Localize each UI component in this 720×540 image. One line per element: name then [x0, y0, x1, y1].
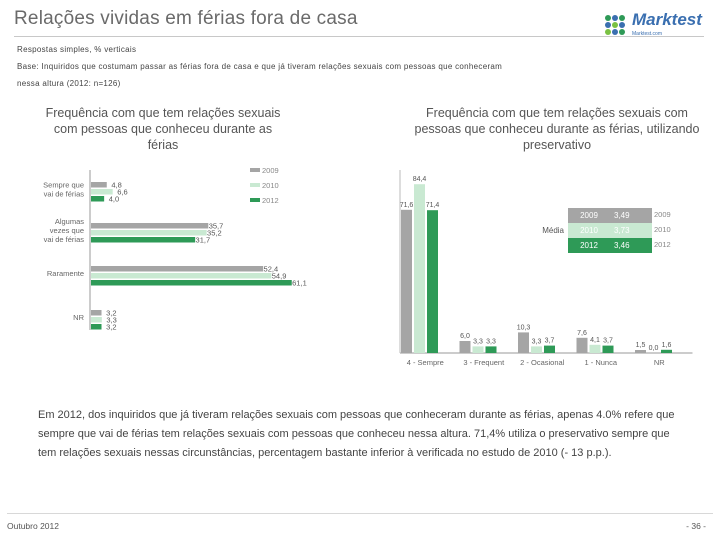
mean-table: Média 2009 3,49 2010 3,73 2012 3,46 [528, 208, 652, 253]
bar [661, 349, 672, 353]
bar-value-label: 3,3 [532, 338, 542, 345]
bar-value-label: 4,8 [111, 181, 121, 190]
marktest-logo: Marktest Marktest.com [604, 10, 704, 44]
bar-value-label: 54,9 [272, 272, 287, 281]
meta-base: Base: Inquiridos que costumam passar as … [17, 62, 503, 71]
mean-row: Média 2009 3,49 [528, 208, 652, 253]
mean-value: 3,73 [610, 223, 652, 238]
legend-label: 2012 [262, 196, 279, 205]
mean-year: 2010 [568, 223, 610, 238]
bar-value-label: 4,1 [590, 337, 600, 344]
legend-swatch [250, 183, 260, 187]
bar-value-label: 3,2 [106, 323, 116, 332]
footer-divider [7, 513, 713, 514]
logo-brand: Marktest [632, 10, 702, 29]
bar-value-label: 1,6 [662, 342, 672, 349]
category-label: NR [654, 358, 665, 367]
bar [91, 324, 102, 330]
mean-year: 2012 [568, 238, 610, 253]
category-label: Sempre que vai de férias [43, 181, 84, 199]
bar-value-label: 6,0 [460, 333, 470, 340]
bar [91, 230, 207, 236]
bar-value-label: 3,7 [545, 338, 555, 345]
bar-value-label: 71,4 [426, 202, 440, 209]
mean-label: Média [528, 208, 568, 253]
meta-responses: Respostas simples, % verticais [17, 45, 137, 54]
bar [91, 317, 102, 323]
category-label: Algumas vezes que vai de férias [44, 217, 85, 244]
category-label: 4 - Sempre [407, 358, 444, 367]
legend-swatch [250, 168, 260, 172]
bar [602, 345, 614, 353]
category-label: 3 - Frequent [463, 358, 505, 367]
category-label: Raramente [47, 269, 84, 278]
right-chart-title: Frequência com que tem relações sexuais … [414, 106, 700, 152]
bar [485, 346, 497, 353]
legend-swatch [250, 198, 260, 202]
left-chart-title: Frequência com que tem relações sexuais … [45, 106, 281, 152]
bar [91, 223, 209, 229]
bar-value-label: 71,6 [400, 202, 414, 209]
mean-row: 2012 3,46 [528, 238, 652, 253]
mean-year: 2009 [568, 208, 610, 223]
bar-value-label: 35,2 [207, 229, 222, 238]
mean-value: 3,46 [610, 238, 652, 253]
bar-value-label: 3,3 [486, 338, 496, 345]
bar [91, 273, 272, 279]
bar [544, 345, 555, 353]
bar-value-label: 61,1 [292, 279, 307, 288]
bar-value-label: 52,4 [264, 265, 279, 274]
footer-date: Outubro 2012 [7, 521, 59, 531]
bar [427, 210, 438, 353]
mean-value: 3,49 [610, 208, 652, 223]
bar-value-label: 84,4 [413, 176, 427, 183]
bar-value-label: 3,3 [473, 338, 483, 345]
bar [589, 344, 601, 353]
category-label: NR [73, 313, 84, 322]
footer-page-number: - 36 - [686, 521, 706, 531]
legend-label: 2010 [262, 181, 279, 190]
category-label: 2 - Ocasional [520, 358, 565, 367]
meta-base-n: nessa altura (2012: n=126) [17, 79, 121, 88]
bar-value-label: 6,6 [117, 188, 127, 197]
bar [576, 337, 588, 353]
bar [414, 184, 425, 353]
bar-value-label: 3,3 [106, 316, 116, 325]
legend-label: 2010 [654, 225, 671, 234]
legend-label: 2009 [654, 210, 671, 219]
bar [518, 332, 529, 353]
bar-value-label: 35,7 [209, 222, 224, 231]
bar-value-label: 0,0 [649, 345, 659, 352]
bar [91, 310, 102, 316]
bar [531, 346, 542, 353]
bar [91, 182, 107, 188]
bar [459, 341, 471, 353]
bar-value-label: 3,2 [106, 309, 116, 318]
bar [91, 280, 292, 286]
summary-caption: Em 2012, dos inquiridos que já tiveram r… [38, 409, 675, 459]
logo-tagline: Marktest.com [632, 31, 663, 37]
logo-dots-icon [605, 15, 625, 35]
bar [91, 237, 196, 243]
bar [91, 189, 113, 195]
bar-value-label: 7,6 [577, 330, 587, 337]
bar [472, 346, 484, 353]
bar [401, 209, 412, 353]
legend-label: 2009 [262, 166, 279, 175]
category-label: 1 - Nunca [584, 358, 617, 367]
bar [91, 266, 264, 272]
bar [91, 196, 105, 202]
legend-label: 2012 [654, 240, 671, 249]
bar-value-label: 31,7 [196, 236, 211, 245]
page-title: Relações vividas em férias fora de casa [14, 8, 358, 29]
bar [635, 350, 646, 353]
bar-value-label: 1,5 [636, 342, 646, 349]
bar-value-label: 3,7 [603, 338, 613, 345]
mean-row: 2010 3,73 [528, 223, 652, 238]
header-divider [14, 36, 704, 37]
bar-value-label: 4,0 [109, 195, 119, 204]
left-bar-chart: Sempre que vai de férias 4,86,64,0 Algumas v… [43, 166, 307, 332]
bar-value-label: 10,3 [517, 324, 531, 331]
